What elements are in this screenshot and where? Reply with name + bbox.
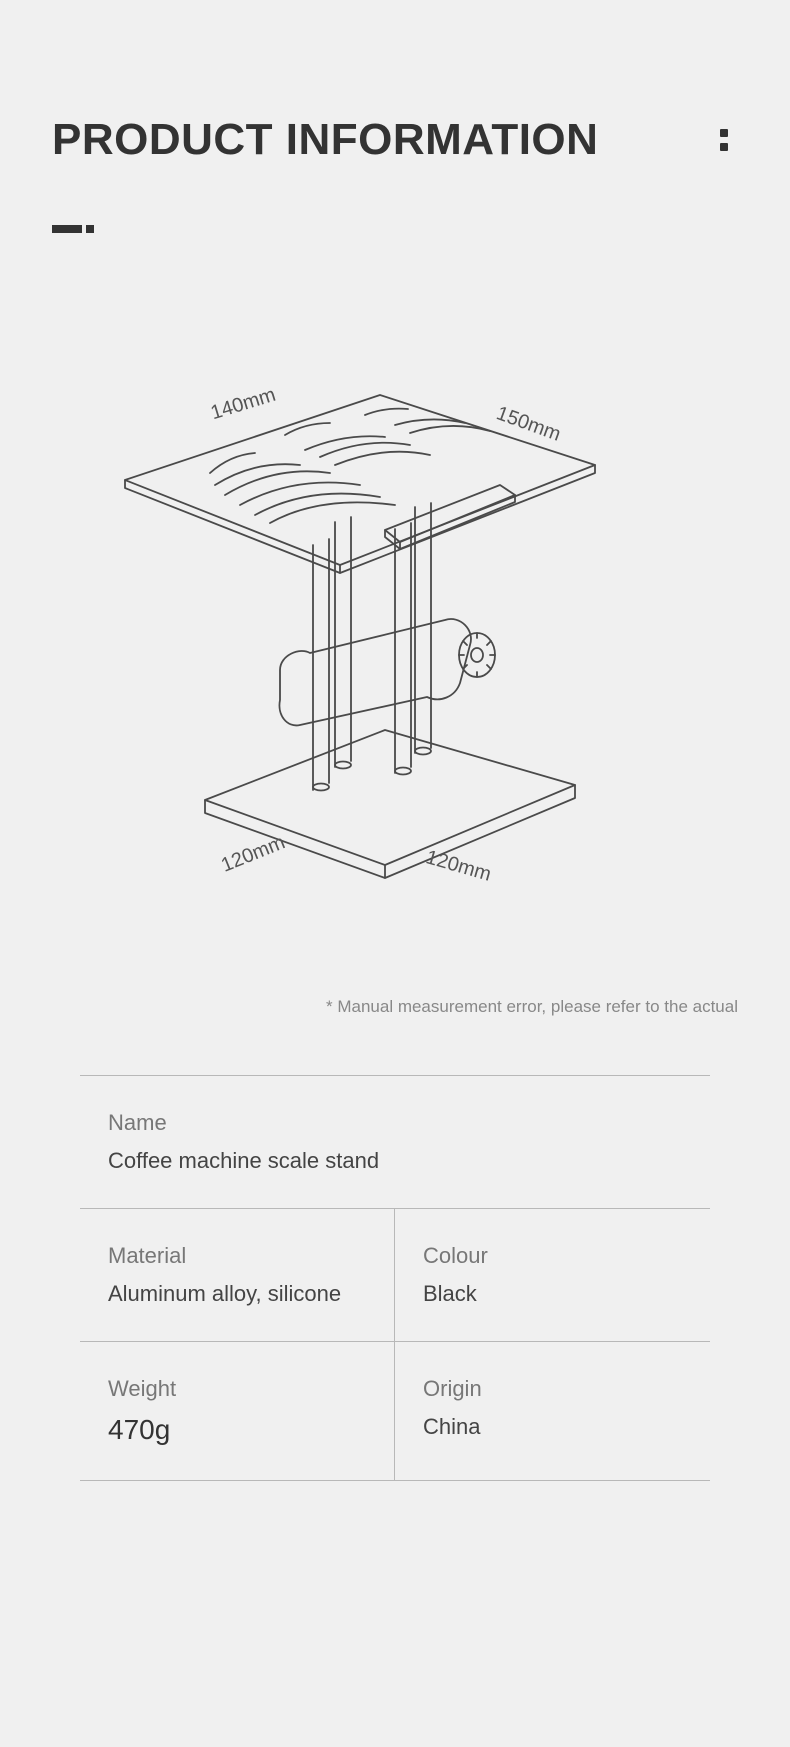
spec-cell-colour: Colour Black — [395, 1209, 710, 1341]
product-diagram: 140mm 150mm 120mm 120mm — [105, 365, 605, 925]
spec-value: Aluminum alloy, silicone — [108, 1281, 394, 1307]
spec-row-material-colour: Material Aluminum alloy, silicone Colour… — [80, 1208, 710, 1341]
page-title: PRODUCT INFORMATION — [52, 115, 598, 165]
spec-label: Origin — [423, 1376, 710, 1402]
spec-row-weight-origin: Weight 470g Origin China — [80, 1341, 710, 1481]
spec-label: Colour — [423, 1243, 710, 1269]
spec-value: 470g — [108, 1414, 394, 1446]
spec-cell-weight: Weight 470g — [80, 1342, 395, 1480]
spec-cell-origin: Origin China — [395, 1342, 710, 1480]
spec-value: Black — [423, 1281, 710, 1307]
header: PRODUCT INFORMATION — [52, 115, 738, 165]
menu-icon[interactable] — [720, 129, 738, 151]
title-underline — [52, 225, 94, 233]
spec-table: Name Coffee machine scale stand Material… — [80, 1075, 710, 1481]
spec-cell-name: Name Coffee machine scale stand — [80, 1076, 710, 1208]
disclaimer-text: * Manual measurement error, please refer… — [326, 997, 738, 1017]
spec-value: Coffee machine scale stand — [108, 1148, 710, 1174]
spec-value: China — [423, 1414, 710, 1440]
spec-label: Material — [108, 1243, 394, 1269]
spec-label: Name — [108, 1110, 710, 1136]
spec-row-name: Name Coffee machine scale stand — [80, 1075, 710, 1208]
spec-cell-material: Material Aluminum alloy, silicone — [80, 1209, 395, 1341]
spec-label: Weight — [108, 1376, 394, 1402]
